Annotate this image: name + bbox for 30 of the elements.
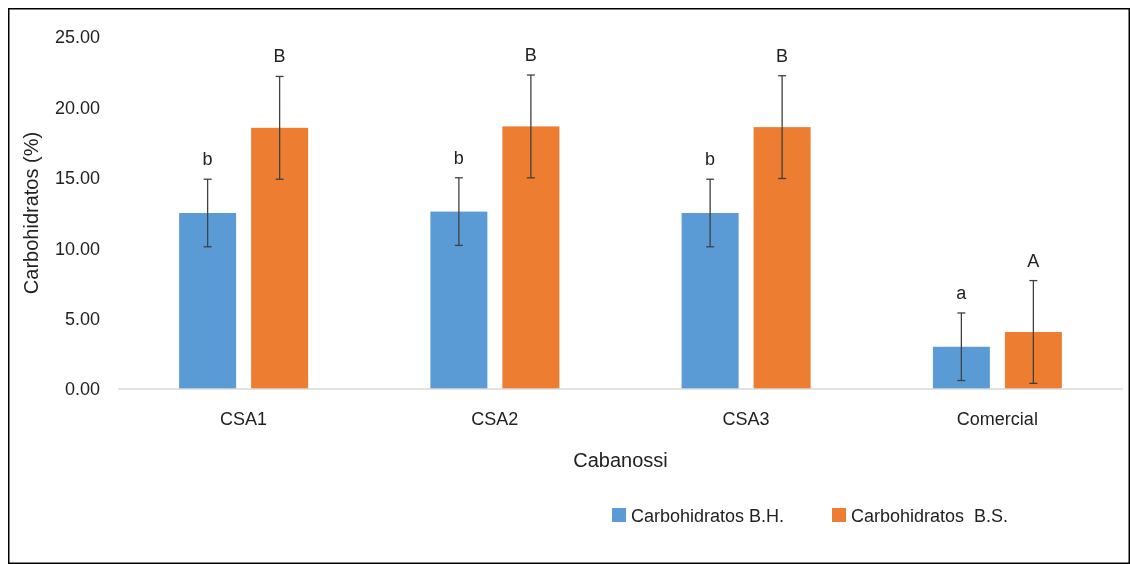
bar <box>1004 331 1062 389</box>
annotation: A <box>1027 250 1040 271</box>
legend-label: Carbohidratos B.H. <box>631 506 785 527</box>
bar <box>502 126 560 389</box>
annotation: B <box>273 46 286 67</box>
annotation: b <box>705 149 716 170</box>
x-tick-label: Comercial <box>956 409 1038 429</box>
annotation: b <box>202 149 213 170</box>
y-axis-title: Carbohidratos (%) <box>20 131 42 295</box>
x-tick-label: CSA1 <box>220 409 268 429</box>
y-tick-label: 5.00 <box>64 308 100 329</box>
annotation: B <box>776 45 789 66</box>
legend-label: Carbohidratos B.S. <box>851 506 1009 527</box>
x-tick-label: CSA3 <box>722 409 770 429</box>
y-tick-label: 25.00 <box>54 27 100 48</box>
bar <box>753 127 811 389</box>
y-tick-label: 0.00 <box>64 379 100 400</box>
bar <box>179 213 237 389</box>
y-tick-label: 10.00 <box>54 238 100 259</box>
x-axis-title: Cabanossi <box>573 449 668 471</box>
bar <box>681 213 739 389</box>
y-tick-label: 20.00 <box>54 97 100 118</box>
annotation: B <box>524 45 537 66</box>
y-tick-label: 15.00 <box>54 168 100 189</box>
annotation: a <box>956 282 968 303</box>
x-tick-label: CSA2 <box>471 409 519 429</box>
bar <box>932 346 990 389</box>
annotation: b <box>453 147 464 168</box>
bar <box>430 211 488 389</box>
bar <box>251 127 309 389</box>
